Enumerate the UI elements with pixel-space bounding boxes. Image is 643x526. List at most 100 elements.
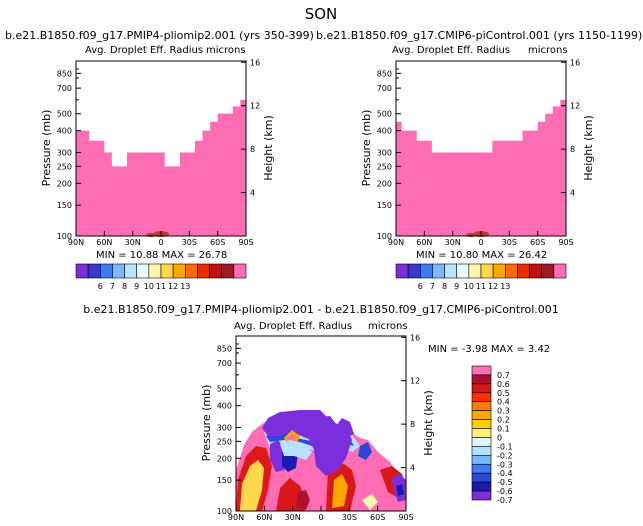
colorbar-label: 8 [442, 282, 447, 291]
y-right-tick-label: 12 [410, 377, 420, 386]
colorbar-label: 0.4 [497, 398, 510, 407]
colorbar-label: 13 [180, 282, 190, 291]
x-tick-label: 90N [68, 238, 84, 247]
colorbar-swatch [471, 383, 492, 394]
colorbar-swatch [407, 263, 421, 279]
run-title: b.e21.B1850.f09_g17.CMIP6-piControl.001 … [316, 29, 642, 42]
colorbar-label: 9 [134, 282, 139, 291]
x-tick-label: 60N [256, 513, 272, 522]
colorbar-label: 9 [454, 282, 459, 291]
y-axis-label: Pressure (mb) [40, 110, 53, 187]
colorbar-swatch [517, 263, 530, 279]
units-label: microns [206, 45, 246, 56]
plot-area: 100 150 200 250 300 400 500 700 850 16 12 8 4 90N 60N 3… [377, 58, 580, 247]
y-axis-label-right: Height (km) [262, 115, 275, 181]
yellow-band [240, 460, 264, 511]
y-tick-label: 500 [217, 385, 232, 394]
cloud-field [396, 99, 566, 236]
x-tick-label: 0 [478, 238, 483, 247]
y-axis-label-right: Height (km) [422, 390, 435, 456]
colorbar-label: -0.2 [497, 451, 513, 460]
y-right-tick-label: 12 [570, 102, 580, 111]
colorbar-swatch [172, 263, 186, 279]
plot-title: Avg. Droplet Eff. Radius [234, 321, 352, 332]
y-tick-label: 150 [377, 201, 392, 210]
x-tick-label: 90N [388, 238, 404, 247]
x-tick-label: 30S [182, 238, 197, 247]
blue-patch [396, 484, 404, 496]
colorbar-swatch [419, 263, 433, 279]
y-tick-label: 150 [217, 476, 232, 485]
colorbar-swatch [471, 419, 492, 429]
x-tick-label: 30S [502, 238, 517, 247]
x-tick-label: 0 [318, 513, 323, 522]
colorbar-label: 0 [497, 433, 502, 442]
plot-area: 100 150 200 250 300 400 500 700 850 16 12 8 4 90N 60N 3… [217, 333, 420, 522]
y-right-tick-label: 4 [570, 189, 575, 198]
y-tick-label: 100 [217, 507, 232, 516]
colorbar-swatch [471, 446, 492, 456]
colorbar-swatch [221, 263, 235, 279]
colorbar-swatch [184, 263, 198, 279]
y-tick-label: 250 [57, 162, 72, 171]
y-tick-label: 400 [57, 127, 72, 136]
y-tick-label: 850 [57, 69, 72, 78]
colorbar-swatch [160, 263, 174, 279]
y-right-tick-label: 4 [250, 189, 255, 198]
colorbar-swatch [468, 263, 482, 279]
colorbar-swatch [471, 463, 492, 474]
colorbar-label: 0.6 [497, 380, 510, 389]
y-tick-label: 150 [57, 201, 72, 210]
colorbar-label: 0.3 [497, 407, 510, 416]
colorbar-swatch [233, 263, 247, 279]
colorbar-label: 12 [488, 282, 498, 291]
colorbar-swatch [124, 263, 138, 279]
y-axis-label-right: Height (km) [582, 115, 595, 181]
stats-label: MIN = -3.98 MAX = 3.42 [428, 344, 550, 355]
colorbar-swatch [553, 263, 567, 279]
y-tick-label: 300 [217, 424, 232, 433]
colorbar-label: -0.4 [497, 469, 513, 478]
y-tick-label: 100 [57, 232, 72, 241]
colorbar-swatch [471, 455, 492, 465]
y-tick-label: 400 [217, 402, 232, 411]
colorbar-swatch [471, 365, 492, 376]
x-tick-label: 30N [285, 513, 301, 522]
y-right-tick-label: 4 [410, 464, 415, 473]
y-axis-label: Pressure (mb) [200, 385, 213, 462]
colorbar-swatch [504, 263, 518, 279]
colorbar-label: -0.3 [497, 460, 513, 469]
purple-region [336, 418, 354, 438]
colorbar: 6 7 8 9 10 11 12 13 [75, 263, 247, 291]
stats-label: MIN = 10.88 MAX = 26.78 [96, 250, 227, 261]
y-axis-label: Pressure (mb) [360, 110, 373, 187]
x-tick-label: 30N [125, 238, 141, 247]
colorbar-swatch [471, 428, 492, 438]
y-tick-label: 700 [57, 84, 72, 93]
colorbar-swatch [444, 263, 458, 279]
colorbar-swatch [148, 263, 162, 279]
panel-picontrol: b.e21.B1850.f09_g17.CMIP6-piControl.001 … [316, 29, 642, 291]
colorbar-label: 11 [156, 282, 166, 291]
colorbar-swatch [471, 481, 492, 492]
y-tick-label: 300 [57, 149, 72, 158]
y-tick-label: 200 [377, 179, 392, 188]
y-right-tick-label: 8 [250, 145, 255, 154]
x-tick-label: 90S [398, 513, 413, 522]
colorbar-swatch [480, 263, 494, 279]
colorbar-label: 0.2 [497, 416, 510, 425]
colorbar-swatch [456, 263, 470, 279]
colorbar-swatch [197, 263, 210, 279]
plot-title: Avg. Droplet Eff. Radius [392, 45, 510, 56]
y-tick-label: 100 [377, 232, 392, 241]
x-tick-label: 90S [238, 238, 253, 247]
colorbar-label: 8 [122, 282, 127, 291]
colorbar-label: 13 [500, 282, 510, 291]
y-tick-label: 200 [57, 179, 72, 188]
y-tick-label: 850 [217, 344, 232, 353]
colorbar-swatch [471, 410, 492, 420]
x-tick-label: 90S [558, 238, 573, 247]
y-tick-label: 700 [217, 359, 232, 368]
y-tick-label: 700 [377, 84, 392, 93]
